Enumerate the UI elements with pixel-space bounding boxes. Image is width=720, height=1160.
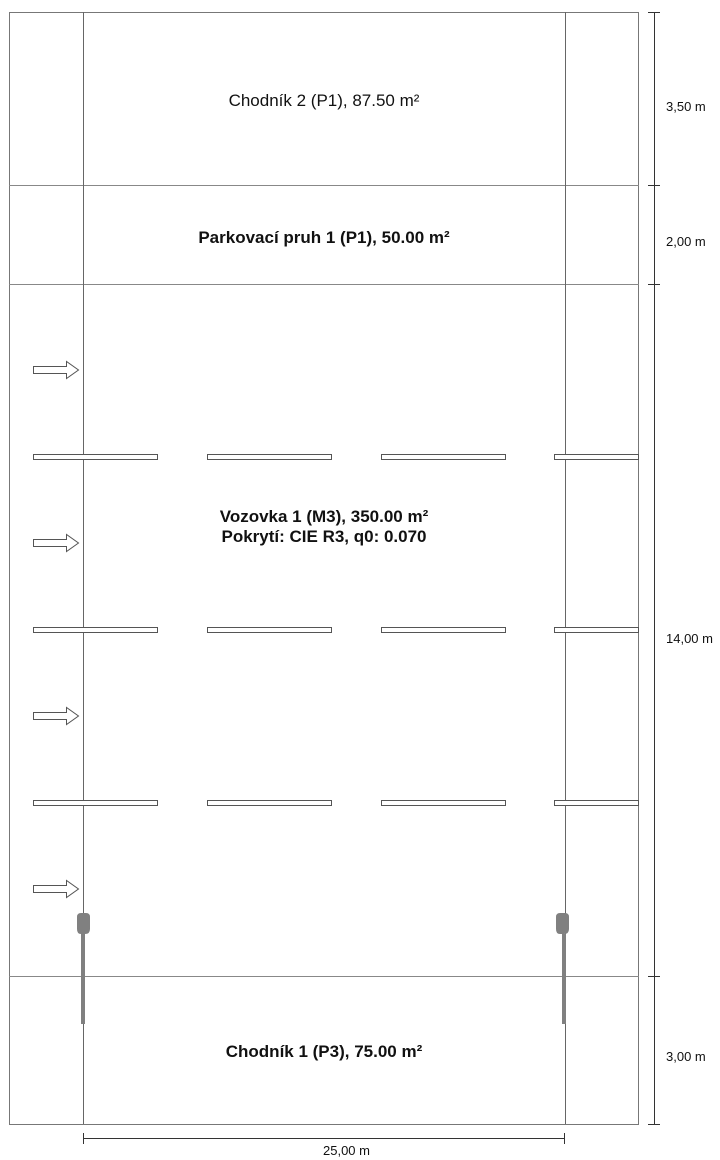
lane-dash — [33, 454, 158, 460]
direction-arrow-icon — [33, 360, 80, 380]
zone-title: Chodník 2 (P1), 87.50 m² — [228, 91, 420, 110]
width-label-chodnik-1: 3,00 m — [666, 1049, 706, 1064]
zone-label-chodnik-1: Chodník 1 (P3), 75.00 m² — [9, 1042, 639, 1062]
width-dimension — [648, 12, 660, 1125]
zone-label-parkovaci-pruh-1: Parkovací pruh 1 (P1), 50.00 m² — [9, 228, 639, 248]
lane-dash — [554, 627, 639, 633]
lane-dash — [381, 800, 506, 806]
zone-title: Parkovací pruh 1 (P1), 50.00 m² — [198, 228, 450, 247]
zone-title: Vozovka 1 (M3), 350.00 m² — [219, 507, 429, 526]
lane-dash — [33, 627, 158, 633]
direction-arrow-icon — [33, 879, 80, 899]
street-light-icon — [77, 913, 90, 1024]
direction-arrow-icon — [33, 533, 80, 553]
lane-dash — [554, 800, 639, 806]
width-label-chodnik-2: 3,50 m — [666, 99, 706, 114]
street-light-icon — [556, 913, 569, 1024]
zone-label-vozovka-1: Vozovka 1 (M3), 350.00 m² Pokrytí: CIE R… — [9, 507, 639, 547]
zone-title: Chodník 1 (P3), 75.00 m² — [225, 1042, 423, 1061]
lane-markings — [33, 454, 639, 806]
zone-subtitle: Pokrytí: CIE R3, q0: 0.070 — [221, 527, 427, 546]
lane-dash — [554, 454, 639, 460]
lane-dash — [207, 627, 332, 633]
lane-dash — [207, 454, 332, 460]
zone-label-chodnik-2: Chodník 2 (P1), 87.50 m² — [9, 91, 639, 111]
direction-arrow-icon — [33, 706, 80, 726]
lane-dash — [33, 800, 158, 806]
lane-dash — [381, 454, 506, 460]
width-label-parkovaci-pruh-1: 2,00 m — [666, 234, 706, 249]
length-label: 25,00 m — [323, 1143, 370, 1158]
lane-dash — [381, 627, 506, 633]
length-dimension — [83, 1133, 565, 1144]
lane-dash — [207, 800, 332, 806]
width-label-vozovka-1: 14,00 m — [666, 631, 713, 646]
area-frame — [9, 12, 639, 1125]
